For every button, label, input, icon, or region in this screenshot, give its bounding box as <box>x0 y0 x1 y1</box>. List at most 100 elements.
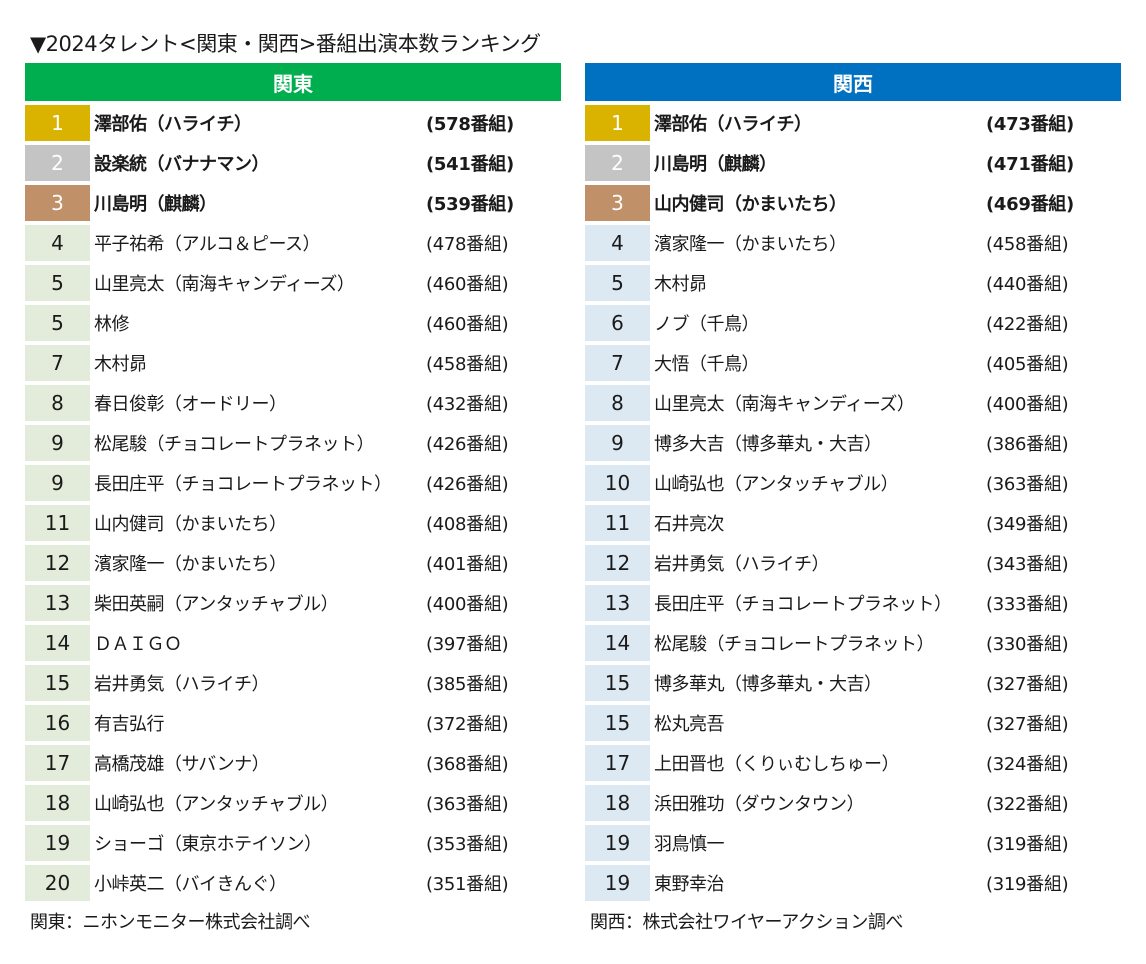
rank-cell: 4 <box>585 225 650 261</box>
talent-name: 山内健司（かまいたち） <box>654 194 847 215</box>
program-count: (422番組) <box>986 314 1069 335</box>
ranking-row: 2 設楽統（バナナマン） (541番組) <box>25 145 561 181</box>
rank-cell: 5 <box>585 265 650 301</box>
talent-name: 高橋茂雄（サバンナ） <box>94 754 270 775</box>
program-count: (363番組) <box>426 794 509 815</box>
program-count: (405番組) <box>986 354 1069 375</box>
ranking-row: 14 ＤＡＩＧＯ (397番組) <box>25 625 561 661</box>
ranking-row: 8 春日俊彰（オードリー） (432番組) <box>25 385 561 421</box>
ranking-row: 2 川島明（麒麟） (471番組) <box>585 145 1121 181</box>
talent-name: 平子祐希（アルコ＆ピース） <box>94 234 321 255</box>
ranking-row: 20 小峠英二（バイきんぐ） (351番組) <box>25 865 561 901</box>
rank-cell: 9 <box>585 425 650 461</box>
ranking-row: 16 有吉弘行 (372番組) <box>25 705 561 741</box>
ranking-row: 15 松丸亮吾 (327番組) <box>585 705 1121 741</box>
talent-name: 東野幸治 <box>654 874 725 895</box>
talent-name: 澤部佑（ハライチ） <box>94 114 252 135</box>
rank-cell: 10 <box>585 465 650 501</box>
rank-cell: 19 <box>25 825 90 861</box>
program-count: (319番組) <box>986 834 1069 855</box>
ranking-row: 8 山里亮太（南海キャンディーズ） (400番組) <box>585 385 1121 421</box>
ranking-row: 17 高橋茂雄（サバンナ） (368番組) <box>25 745 561 781</box>
program-count: (473番組) <box>986 114 1074 135</box>
ranking-row: 4 濱家隆一（かまいたち） (458番組) <box>585 225 1121 261</box>
ranking-row: 9 松尾駿（チョコレートプラネット） (426番組) <box>25 425 561 461</box>
rank-cell: 11 <box>25 505 90 541</box>
talent-name: 川島明（麒麟） <box>94 194 217 215</box>
rank-cell: 17 <box>585 745 650 781</box>
ranking-row: 17 上田晋也（くりぃむしちゅー） (324番組) <box>585 745 1121 781</box>
rank-cell: 2 <box>25 145 90 181</box>
talent-name: 林修 <box>94 314 130 335</box>
program-count: (327番組) <box>986 714 1069 735</box>
rank-cell: 12 <box>585 545 650 581</box>
talent-name: 長田庄平（チョコレートプラネット） <box>94 474 392 495</box>
program-count: (353番組) <box>426 834 509 855</box>
kanto-header: 関東 <box>25 63 561 101</box>
rank-cell: 7 <box>25 345 90 381</box>
rank-cell: 6 <box>585 305 650 341</box>
ranking-row: 5 山里亮太（南海キャンディーズ） (460番組) <box>25 265 561 301</box>
kanto-rows: 1 澤部佑（ハライチ） (578番組) 2 設楽統（バナナマン） (541番組) 3 川島明（… <box>25 105 561 901</box>
ranking-row: 14 松尾駿（チョコレートプラネット） (330番組) <box>585 625 1121 661</box>
program-count: (458番組) <box>426 354 509 375</box>
ranking-row: 13 長田庄平（チョコレートプラネット） (333番組) <box>585 585 1121 621</box>
ranking-row: 6 ノブ（千鳥） (422番組) <box>585 305 1121 341</box>
rank-cell: 13 <box>585 585 650 621</box>
ranking-row: 15 博多華丸（博多華丸・大吉） (327番組) <box>585 665 1121 701</box>
page-title: ▼2024タレント<関東・関西>番組出演本数ランキング <box>30 32 541 56</box>
rank-cell: 11 <box>585 505 650 541</box>
rank-cell: 15 <box>585 665 650 701</box>
rank-cell: 8 <box>25 385 90 421</box>
talent-name: 小峠英二（バイきんぐ） <box>94 874 287 895</box>
rank-cell: 5 <box>25 265 90 301</box>
program-count: (460番組) <box>426 274 509 295</box>
program-count: (478番組) <box>426 234 509 255</box>
ranking-row: 19 ショーゴ（東京ホテイソン） (353番組) <box>25 825 561 861</box>
talent-name: ノブ（千鳥） <box>654 314 760 335</box>
ranking-row: 18 浜田雅功（ダウンタウン） (322番組) <box>585 785 1121 821</box>
talent-name: 石井亮次 <box>654 514 725 535</box>
program-count: (322番組) <box>986 794 1069 815</box>
program-count: (351番組) <box>426 874 509 895</box>
ranking-row: 5 林修 (460番組) <box>25 305 561 341</box>
program-count: (372番組) <box>426 714 509 735</box>
program-count: (327番組) <box>986 674 1069 695</box>
rank-cell: 2 <box>585 145 650 181</box>
talent-name: 松尾駿（チョコレートプラネット） <box>94 434 375 455</box>
program-count: (385番組) <box>426 674 509 695</box>
ranking-row: 7 大悟（千鳥） (405番組) <box>585 345 1121 381</box>
ranking-row: 4 平子祐希（アルコ＆ピース） (478番組) <box>25 225 561 261</box>
talent-name: 木村昴 <box>654 274 707 295</box>
ranking-row: 9 長田庄平（チョコレートプラネット） (426番組) <box>25 465 561 501</box>
ranking-row: 15 岩井勇気（ハライチ） (385番組) <box>25 665 561 701</box>
rank-cell: 15 <box>25 665 90 701</box>
program-count: (319番組) <box>986 874 1069 895</box>
rank-cell: 9 <box>25 465 90 501</box>
talent-name: 浜田雅功（ダウンタウン） <box>654 794 865 815</box>
ranking-row: 3 山内健司（かまいたち） (469番組) <box>585 185 1121 221</box>
ranking-row: 19 羽鳥慎一 (319番組) <box>585 825 1121 861</box>
rank-cell: 18 <box>25 785 90 821</box>
talent-name: 澤部佑（ハライチ） <box>654 114 812 135</box>
rank-cell: 20 <box>25 865 90 901</box>
ranking-row: 18 山崎弘也（アンタッチャブル） (363番組) <box>25 785 561 821</box>
talent-name: 山内健司（かまいたち） <box>94 514 287 535</box>
program-count: (397番組) <box>426 634 509 655</box>
talent-name: 木村昴 <box>94 354 147 375</box>
program-count: (460番組) <box>426 314 509 335</box>
rank-cell: 18 <box>585 785 650 821</box>
rank-cell: 1 <box>25 105 90 141</box>
kansai-ranking-table: 関西 1 澤部佑（ハライチ） (473番組) 2 川島明（麒麟） (471番組) 3 山内健司… <box>585 63 1121 905</box>
rank-cell: 17 <box>25 745 90 781</box>
talent-name: 春日俊彰（オードリー） <box>94 394 287 415</box>
rank-cell: 19 <box>585 825 650 861</box>
talent-name: 濱家隆一（かまいたち） <box>654 234 847 255</box>
program-count: (471番組) <box>986 154 1074 175</box>
talent-name: 博多華丸（博多華丸・大吉） <box>654 674 882 695</box>
talent-name: 山崎弘也（アンタッチャブル） <box>654 474 899 495</box>
rank-cell: 9 <box>25 425 90 461</box>
rank-cell: 3 <box>25 185 90 221</box>
program-count: (401番組) <box>426 554 509 575</box>
program-count: (400番組) <box>426 594 509 615</box>
